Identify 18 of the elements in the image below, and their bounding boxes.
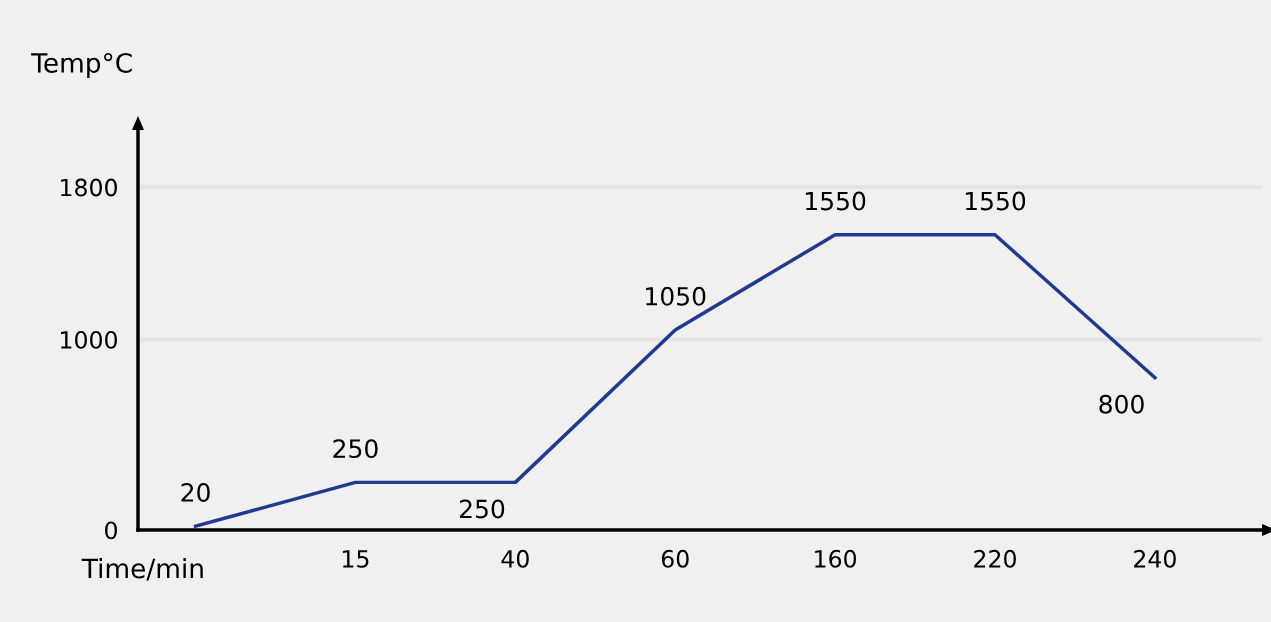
data-label: 20 — [181, 482, 210, 502]
data-label: 1550 — [806, 191, 866, 211]
x-tick-label: 240 — [1134, 549, 1176, 568]
x-tick-label: 40 — [501, 549, 529, 568]
y-tick-label: 1800 — [61, 178, 117, 197]
data-label: 800 — [1099, 394, 1144, 414]
data-label: 250 — [459, 499, 505, 519]
data-label: 1050 — [646, 286, 706, 306]
x-tick-label: 15 — [343, 550, 369, 568]
x-tick-label: 60 — [661, 549, 689, 568]
y-axis-title: Temp°C — [31, 52, 132, 78]
data-label: 1550 — [965, 191, 1026, 211]
y-tick-label: 1000 — [61, 330, 117, 349]
x-axis-title: Time/min — [81, 558, 203, 581]
data-label: 250 — [333, 439, 378, 459]
y-tick-label: 0 — [105, 521, 117, 540]
x-tick-label: 220 — [974, 549, 1016, 568]
x-tick-label: 160 — [815, 549, 857, 568]
